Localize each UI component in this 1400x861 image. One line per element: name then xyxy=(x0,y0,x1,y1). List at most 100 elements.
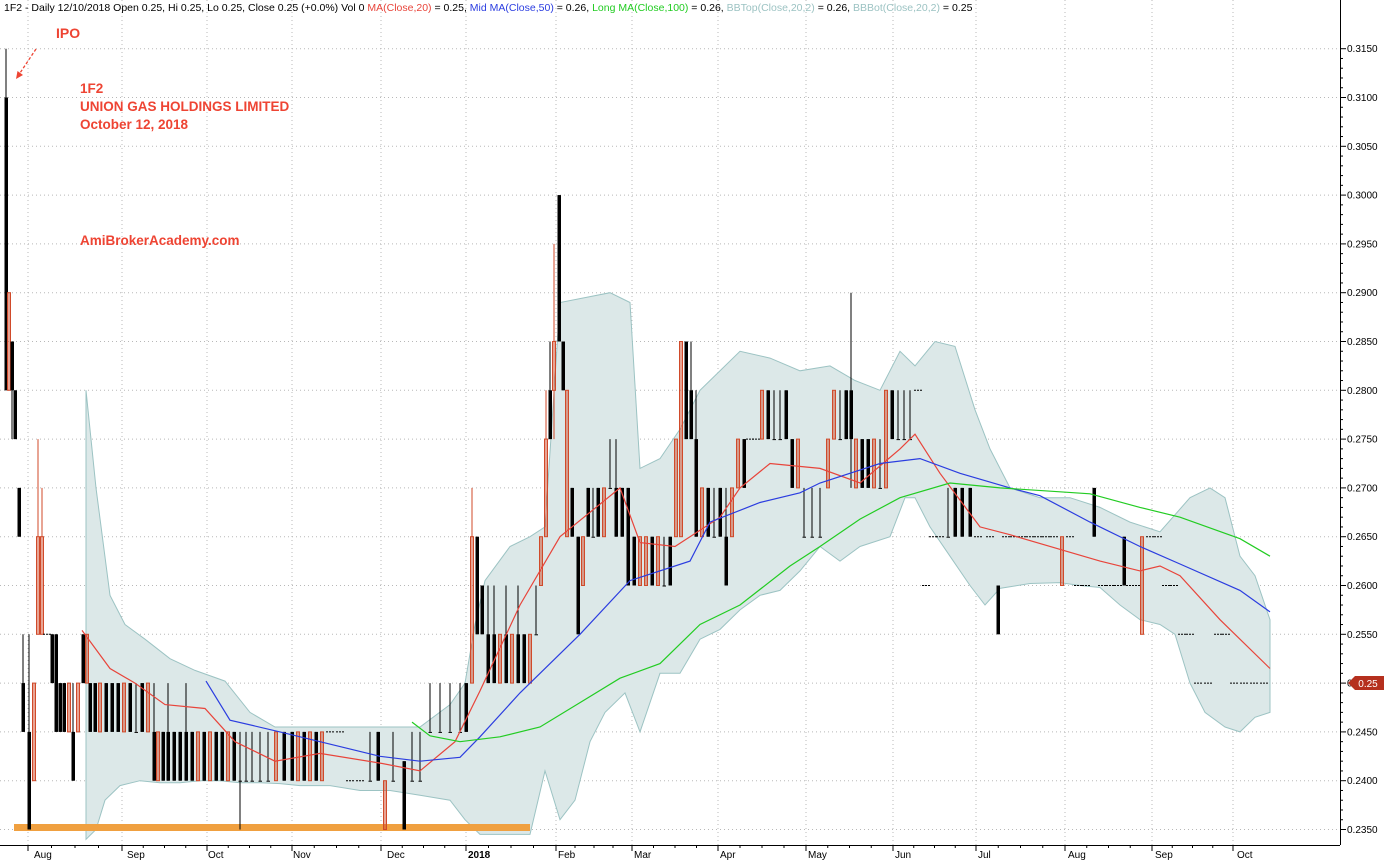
price-bar-body xyxy=(684,341,688,440)
price-bar-body xyxy=(620,487,624,537)
price-bar-body xyxy=(110,683,114,732)
price-bar-body xyxy=(4,97,8,391)
y-tick-label: 0.2850 xyxy=(1347,337,1378,348)
price-bar-body xyxy=(266,780,270,782)
price-bar-body xyxy=(504,634,508,684)
price-bar-body xyxy=(134,731,138,733)
price-bar-body xyxy=(570,487,574,537)
y-tick-label: 0.2450 xyxy=(1347,727,1378,738)
price-bar-body xyxy=(896,439,900,441)
ipo-arrowhead-icon xyxy=(16,71,23,79)
price-bar-body xyxy=(694,439,698,537)
price-bar-body xyxy=(539,536,543,587)
y-tick-label: 0.2800 xyxy=(1347,386,1378,397)
price-bar-body xyxy=(802,536,806,538)
price-bar-body xyxy=(21,683,25,732)
price-bar-body xyxy=(849,390,853,440)
price-bar-body xyxy=(689,390,693,440)
header-segment: 1F2 - Daily 12/10/2018 Open 0.25, Hi 0.2… xyxy=(4,2,367,14)
x-tick-label: Aug xyxy=(34,850,52,861)
price-bar-body xyxy=(383,780,387,831)
price-bar-body xyxy=(968,487,972,537)
price-bar-body xyxy=(552,341,556,391)
price-bar-body xyxy=(890,390,894,440)
price-bar-body xyxy=(104,683,108,732)
price-bar-body xyxy=(486,634,490,684)
price-bar-body xyxy=(152,731,156,781)
y-tick-label: 0.3100 xyxy=(1347,93,1378,104)
price-bar-body xyxy=(172,731,176,781)
price-bar-body xyxy=(866,439,870,488)
ipo-arrow xyxy=(17,48,37,77)
x-tick-label: Apr xyxy=(720,850,736,861)
ipo-label: IPO xyxy=(56,25,80,41)
price-bar-body xyxy=(860,439,864,488)
price-bar-body xyxy=(492,634,496,684)
price-bar-body xyxy=(156,731,160,782)
price-bar-body xyxy=(250,780,254,782)
header-segment: BBBot(Close,20,2) xyxy=(853,2,940,14)
price-bar-body xyxy=(208,731,212,782)
y-tick-label: 0.2750 xyxy=(1347,435,1378,446)
price-bar-body xyxy=(161,731,165,781)
price-bar-body xyxy=(602,487,606,538)
price-bar-body xyxy=(953,487,957,537)
price-bar-body xyxy=(196,731,200,782)
price-bar-body xyxy=(510,633,514,684)
price-bar-body xyxy=(320,731,324,782)
y-tick-label: 0.2700 xyxy=(1347,483,1378,494)
price-bar-body xyxy=(296,731,300,782)
price-bar-body xyxy=(438,731,442,733)
y-tick-label: 0.2350 xyxy=(1347,825,1378,836)
price-bar-body xyxy=(475,536,479,635)
header-segment: = 0.26, xyxy=(554,2,592,14)
price-bar-body xyxy=(810,536,814,538)
price-bar-body xyxy=(32,682,36,782)
price-bar-body xyxy=(220,731,224,781)
header-segment: MA(Close,20) xyxy=(367,2,431,14)
price-bar-body xyxy=(662,585,666,587)
price-bar-body xyxy=(784,390,788,440)
price-bar-body xyxy=(706,487,710,537)
price-bar-body xyxy=(314,731,318,781)
price-bar-body xyxy=(854,438,858,489)
price-bar-body xyxy=(878,487,882,489)
price-bar-body xyxy=(410,780,414,782)
price-bar-body xyxy=(534,634,538,636)
price-bar-body xyxy=(282,731,286,781)
x-tick-label: Oct xyxy=(208,850,224,861)
x-tick-label: Oct xyxy=(1237,850,1253,861)
price-bar-body xyxy=(736,438,740,489)
price-bar-body xyxy=(214,731,218,781)
price-bar-body xyxy=(166,731,170,781)
price-bar-body xyxy=(656,536,660,587)
price-bar-body xyxy=(766,390,770,440)
price-bar-body xyxy=(638,536,642,587)
price-bar-body xyxy=(1122,536,1126,586)
x-tick-label: Dec xyxy=(387,850,405,861)
price-bar-body xyxy=(67,682,71,733)
price-bar-body xyxy=(772,439,776,441)
price-bar-body xyxy=(790,439,794,488)
price-bar-body xyxy=(826,438,830,489)
bollinger-band-area xyxy=(85,292,1271,841)
price-bar-body xyxy=(40,536,44,635)
price-bar-body xyxy=(946,536,950,538)
price-bar-body xyxy=(146,682,150,733)
x-tick-label: Nov xyxy=(293,850,311,861)
header-segment: Long MA(Close,100) xyxy=(592,2,688,14)
header-segment: BBTop(Close,20,2) xyxy=(727,2,815,14)
price-bar-body xyxy=(85,633,89,684)
y-axis-ticks: 0.23500.24000.24500.25000.25500.26000.26… xyxy=(1340,44,1378,836)
x-tick-label: Mar xyxy=(634,850,652,861)
price-bar-body xyxy=(290,731,294,781)
price-bar-body xyxy=(480,585,484,635)
current-price-tag: 0.25 xyxy=(1348,676,1384,690)
price-bar-body xyxy=(718,487,722,537)
price-bar-body xyxy=(522,634,526,684)
support-line xyxy=(14,824,530,831)
current-price-label: 0.25 xyxy=(1358,679,1378,690)
header-segment: = 0.26, xyxy=(815,2,853,14)
chart-date: October 12, 2018 xyxy=(80,117,189,132)
